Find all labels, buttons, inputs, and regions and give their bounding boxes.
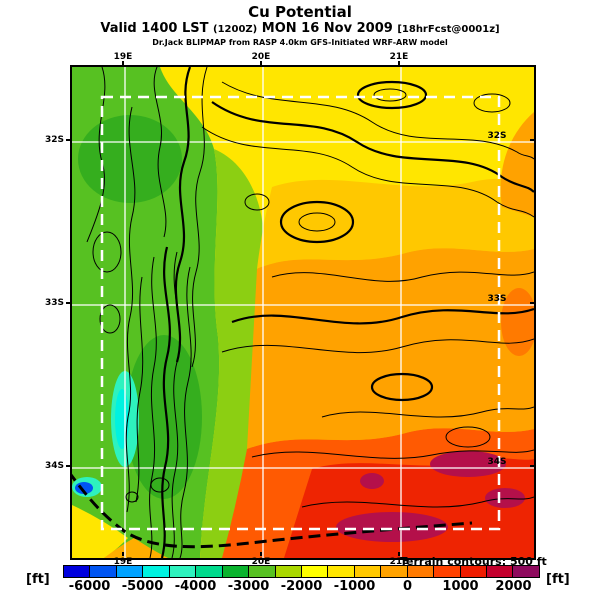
map-fill-maroon — [430, 451, 506, 477]
lon-label-top-20E: 20E — [251, 52, 271, 62]
lat-label-right-33S: 33S — [487, 294, 507, 304]
lon-label-bottom-20E: 20E — [251, 557, 271, 567]
map-fill-orange-sw — [104, 538, 168, 558]
axis-tick — [530, 465, 534, 467]
colorbar-unit-left: [ft] — [26, 572, 50, 587]
valid-date: MON 16 Nov 2009 — [261, 21, 393, 37]
lat-label-left-32S: 32S — [44, 135, 64, 145]
map-fill-darkgreen — [78, 115, 182, 203]
map-fill-orange-ne — [500, 112, 534, 217]
colorbar-segment — [300, 566, 328, 577]
colorbar-segment — [512, 566, 539, 577]
axis-tick — [398, 61, 400, 65]
axis-tick — [66, 139, 70, 141]
colorbar-segment — [486, 566, 513, 577]
colorbar-tick-label: -2000 — [280, 579, 323, 594]
colorbar-tick-label: 1000 — [442, 579, 479, 594]
colorbar-tick-label: -1000 — [333, 579, 376, 594]
colorbar-tick-label: -6000 — [68, 579, 111, 594]
colorbar-segment — [380, 566, 407, 577]
colorbar — [63, 565, 540, 578]
lon-label-bottom-21E: 21E — [389, 557, 409, 567]
axis-tick — [122, 552, 124, 556]
map-fill-orange — [247, 248, 534, 449]
map-fill-maroon — [485, 488, 525, 508]
axis-tick — [66, 465, 70, 467]
map-fill-gold — [257, 178, 534, 269]
map-fill-maroon — [336, 512, 448, 542]
valid-time-line: Valid 1400 LST (1200Z) MON 16 Nov 2009 [… — [0, 21, 600, 37]
lat-label-right-34S: 34S — [487, 457, 507, 467]
colorbar-segment — [168, 566, 196, 577]
colorbar-segment — [327, 566, 354, 577]
colorbar-segment — [195, 566, 222, 577]
colorbar-segment — [142, 566, 169, 577]
map-fill-yellow-sw — [72, 505, 128, 558]
colorbar-tick-label: -3000 — [227, 579, 270, 594]
domain-boundary — [100, 95, 501, 531]
axis-tick — [530, 302, 534, 304]
colorbar-segment — [459, 566, 486, 577]
forecast-map — [70, 65, 536, 560]
map-fill-maroon — [360, 473, 384, 489]
axis-tick — [398, 552, 400, 556]
colorbar-unit-right: [ft] — [546, 572, 570, 587]
colorbar-tick-label: 2000 — [495, 579, 532, 594]
colorbar-segment — [274, 566, 301, 577]
lon-label-bottom-19E: 19E — [113, 557, 133, 567]
colorbar-tick-label: -4000 — [174, 579, 217, 594]
page-title: Cu Potential — [248, 3, 352, 21]
map-fill-darkgreen — [126, 335, 202, 499]
colorbar-segment — [89, 566, 116, 577]
colorbar-tick-label: -5000 — [121, 579, 164, 594]
colorbar-segment — [64, 566, 90, 577]
colorbar-segment — [115, 566, 143, 577]
valid-zulu: (1200Z) — [213, 24, 258, 36]
model-info-line: Dr.Jack BLIPMAP from RASP 4.0km GFS-Init… — [152, 38, 448, 48]
header: Cu Potential Valid 1400 LST (1200Z) MON … — [0, 3, 600, 48]
lat-label-right-32S: 32S — [487, 131, 507, 141]
axis-tick — [530, 139, 534, 141]
colorbar-segment — [433, 566, 460, 577]
axis-tick — [260, 61, 262, 65]
lat-label-left-34S: 34S — [44, 461, 64, 471]
valid-prefix: Valid 1400 LST — [100, 21, 209, 37]
colorbar-segment — [353, 566, 381, 577]
map-fill-red — [284, 458, 534, 558]
axis-tick — [260, 552, 262, 556]
colorbar-tick-label: 0 — [402, 579, 413, 594]
colorbar-segment — [248, 566, 275, 577]
lon-label-top-21E: 21E — [389, 52, 409, 62]
lon-label-top-19E: 19E — [113, 52, 133, 62]
colorbar-segment — [406, 566, 434, 577]
colorbar-segment — [221, 566, 249, 577]
map-canvas — [72, 67, 534, 558]
axis-tick — [122, 61, 124, 65]
map-fill-blue — [75, 482, 93, 494]
axis-tick — [66, 302, 70, 304]
terrain-contours-note: Terrain contours: 500 ft — [400, 555, 547, 568]
valid-fcst: [18hrFcst@0001z] — [397, 24, 500, 36]
lat-label-left-33S: 33S — [44, 298, 64, 308]
map-fill-brightcyan — [115, 389, 129, 449]
